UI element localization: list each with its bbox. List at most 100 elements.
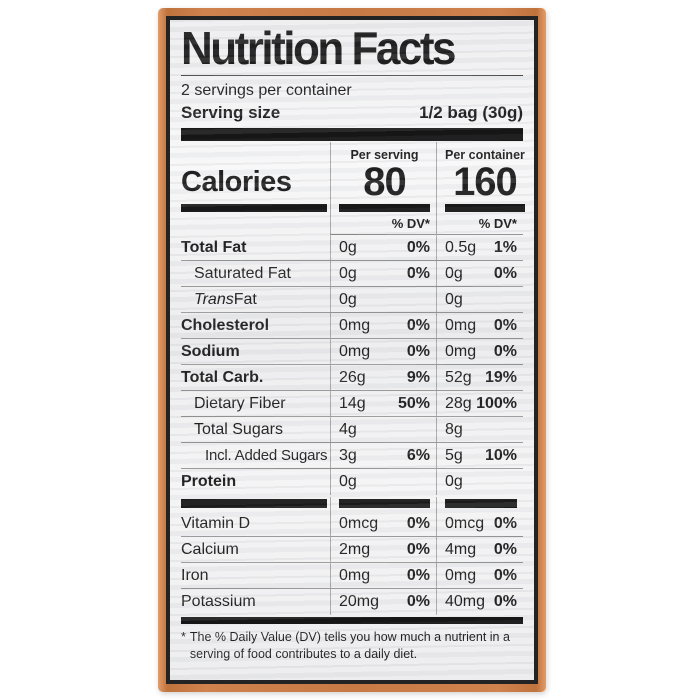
- nutrient-name: Sodium: [181, 342, 240, 360]
- dv-header-per-serving: % DV*: [330, 212, 436, 235]
- footnote: * The % Daily Value (DV) tells you how m…: [181, 629, 523, 662]
- nutrient-values-cell: 0mg 0%: [436, 563, 523, 588]
- calories-per-container-cell: Per container 160: [436, 142, 531, 212]
- amount-value: 40mg: [445, 593, 486, 610]
- nutrient-values-cell: 8g: [436, 417, 523, 442]
- daily-value-percent: 6%: [406, 446, 430, 464]
- vitamin-rows-section: Vitamin D 0mcg 0% 0mcg 0% Calcium 2mg 0% 4mg 0% Ir…: [181, 511, 523, 615]
- footnote-text: The % Daily Value (DV) tells you how muc…: [189, 630, 510, 661]
- nutrient-values-cell: 0mg 0%: [330, 313, 436, 338]
- nutrient-values-cell: 0g 0%: [436, 261, 523, 286]
- daily-value-percent: 0%: [406, 540, 430, 558]
- amount-value: 0g: [445, 264, 463, 282]
- amount-value: 0g: [445, 473, 463, 490]
- nutrient-values-cell: 0g: [436, 469, 523, 495]
- dv-header-per-container: % DV*: [436, 212, 523, 235]
- dv-header-text: % DV*: [478, 216, 517, 231]
- divider-segment: [330, 497, 436, 511]
- nutrient-name: Total Carb.: [181, 368, 264, 386]
- calories-section: Calories Per serving 80 Per container 16…: [181, 142, 525, 212]
- amount-value: 0mg: [339, 342, 371, 360]
- daily-value-percent: 0%: [406, 264, 430, 282]
- amount-value: 2mg: [339, 540, 371, 558]
- amount-value: 0mcg: [445, 514, 485, 532]
- daily-value-percent: 0%: [406, 593, 430, 610]
- nutrient-name: Saturated Fat: [194, 264, 291, 282]
- amount-value: 3g: [339, 446, 357, 464]
- amount-value: 0g: [339, 264, 357, 282]
- calories-per-serving-cell: Per serving 80: [330, 142, 436, 212]
- daily-value-percent: 0%: [493, 566, 517, 584]
- calories-cell: Calories: [181, 142, 330, 212]
- daily-value-percent: 0%: [406, 566, 430, 584]
- label-title: Nutrition Facts: [181, 22, 456, 75]
- nutrient-values-cell: 14g 50%: [330, 391, 436, 416]
- nutrient-values-cell: 4mg 0%: [436, 537, 523, 562]
- amount-value: 4mg: [445, 540, 477, 558]
- amount-value: 0mg: [339, 316, 371, 334]
- calories-per-serving-value: 80: [363, 160, 407, 204]
- daily-value-percent: 0%: [406, 238, 430, 256]
- daily-value-percent: 0%: [406, 514, 430, 532]
- thick-divider-bar: [181, 128, 523, 141]
- nutrient-name: Potassium: [181, 593, 256, 610]
- nutrient-name: Trans Fat: [194, 290, 257, 308]
- nutrient-values-cell: 0mg 0%: [436, 313, 523, 338]
- nutrient-row: Vitamin D 0mcg 0% 0mcg 0%: [181, 511, 523, 537]
- amount-value: 52g: [445, 368, 472, 386]
- nutrient-values-cell: 3g 6%: [330, 443, 436, 468]
- amount-value: 0mcg: [339, 514, 379, 532]
- divider-segment: [181, 497, 330, 511]
- amount-value: 4g: [339, 420, 357, 438]
- daily-value-header-row: % DV* % DV*: [181, 212, 523, 235]
- amount-value: 0g: [339, 473, 357, 490]
- nutrient-name: Total Fat: [181, 238, 247, 256]
- daily-value-percent: 0%: [493, 593, 517, 610]
- nutrient-row: Trans Fat 0g 0g: [181, 287, 523, 313]
- amount-value: 26g: [339, 368, 366, 386]
- nutrient-row: Sodium 0mg 0% 0mg 0%: [181, 339, 523, 365]
- serving-size-value: 1/2 bag (30g): [419, 103, 523, 122]
- nutrient-values-cell: 0g 0%: [330, 261, 436, 286]
- nutrient-values-cell: 0mg 0%: [330, 563, 436, 588]
- nutrient-values-cell: 28g 100%: [436, 391, 523, 416]
- nutrient-name: Incl. Added Sugars: [205, 447, 328, 464]
- bag-packaging-edge: Nutrition Facts 2 servings per container…: [158, 8, 546, 692]
- nutrient-rows-section: Total Fat 0g 0% 0.5g 1% Saturated Fat 0g 0% 0g 0%…: [181, 235, 523, 495]
- nutrient-name: Total Sugars: [194, 420, 283, 438]
- amount-value: 0g: [339, 238, 357, 256]
- daily-value-percent: 50%: [397, 394, 430, 412]
- daily-value-percent: 0%: [493, 540, 517, 558]
- nutrient-row: Cholesterol 0mg 0% 0mg 0%: [181, 313, 523, 339]
- daily-value-percent: 10%: [484, 446, 517, 464]
- amount-value: 0g: [445, 290, 463, 308]
- amount-value: 28g: [445, 394, 472, 412]
- divider-segment: [436, 497, 523, 511]
- daily-value-percent: 0%: [493, 342, 517, 360]
- footnote-asterisk: *: [181, 630, 186, 644]
- amount-value: 0g: [339, 290, 357, 308]
- calories-label: Calories: [181, 166, 292, 198]
- nutrient-values-cell: 20mg 0%: [330, 589, 436, 615]
- daily-value-percent: 0%: [406, 316, 430, 334]
- nutrient-values-cell: 0g: [436, 287, 523, 312]
- calories-per-container-value: 160: [453, 160, 518, 204]
- nutrient-row: Iron 0mg 0% 0mg 0%: [181, 563, 523, 589]
- nutrient-values-cell: 0.5g 1%: [436, 235, 523, 260]
- nutrient-row: Incl. Added Sugars 3g 6% 5g 10%: [181, 443, 523, 469]
- amount-value: 0mg: [445, 342, 477, 360]
- nutrient-values-cell: 0g 0%: [330, 235, 436, 260]
- nutrient-values-cell: 26g 9%: [330, 365, 436, 390]
- per-serving-header: Per serving: [350, 148, 419, 162]
- nutrient-row: Calcium 2mg 0% 4mg 0%: [181, 537, 523, 563]
- nutrient-row: Total Fat 0g 0% 0.5g 1%: [181, 235, 523, 261]
- daily-value-percent: 9%: [406, 368, 430, 386]
- nutrient-values-cell: 0g: [330, 469, 436, 495]
- serving-size-label: Serving size: [181, 103, 281, 122]
- serving-size-row: Serving size 1/2 bag (30g): [181, 103, 523, 123]
- nutrient-name: Cholesterol: [181, 316, 270, 334]
- bottom-divider-bar: [181, 617, 523, 624]
- servings-per-container: 2 servings per container: [181, 82, 352, 99]
- nutrient-row: Dietary Fiber 14g 50% 28g 100%: [181, 391, 523, 417]
- nutrient-values-cell: 52g 19%: [436, 365, 523, 390]
